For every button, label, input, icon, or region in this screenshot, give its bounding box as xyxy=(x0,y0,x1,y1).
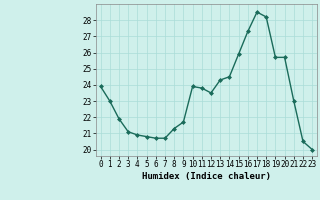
X-axis label: Humidex (Indice chaleur): Humidex (Indice chaleur) xyxy=(142,172,271,181)
